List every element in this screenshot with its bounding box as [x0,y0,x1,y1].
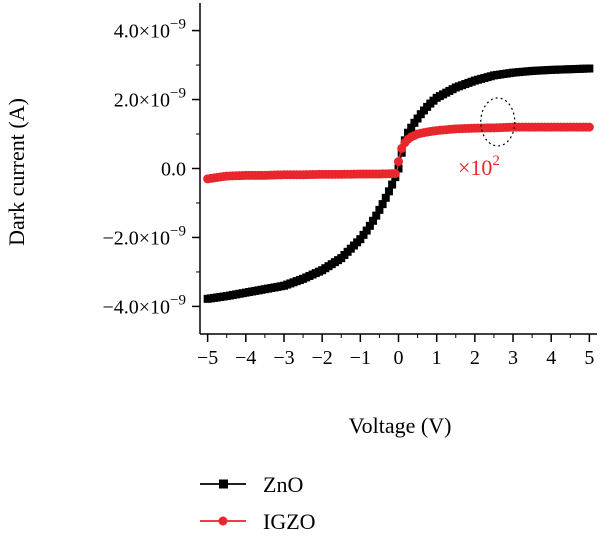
data-point [362,226,371,235]
data-point [585,64,594,73]
data-point [381,193,390,202]
x-tick-label: −4 [235,347,256,369]
x-tick-label: 4 [546,347,556,369]
data-point [384,187,393,196]
data-point [378,200,387,209]
data-point [388,180,397,189]
series-igzo [203,122,594,184]
data-point [584,122,594,132]
data-point [356,235,365,244]
chart-marks [203,64,594,303]
legend-item-igzo: IGZO [200,509,316,534]
data-point [394,157,403,167]
x-tick-label: 1 [432,347,442,369]
y-tick-label: −2.0×10−9 [102,223,186,249]
x-tick-label: −5 [197,347,218,369]
data-point [404,128,413,137]
annotation-label: ×102 [458,153,500,180]
data-point [365,221,374,230]
legend-label: ZnO [263,472,303,497]
legend: ZnO IGZO [200,472,316,534]
data-point [375,205,384,214]
series-line [207,67,590,300]
legend-marker [218,516,228,526]
x-axis-title: Voltage (V) [349,413,452,438]
data-point [390,169,400,179]
data-point [410,118,419,127]
data-point [369,216,378,225]
x-tick-label: −1 [350,347,371,369]
x-tick-label: 5 [584,347,594,369]
scale-annotation: ×102 [458,97,516,180]
legend-item-zno: ZnO [200,472,303,497]
y-axis-title: Dark current (A) [4,98,29,246]
x-tick-label: 3 [508,347,518,369]
x-tick-label: 0 [394,347,404,369]
legend-label: IGZO [263,509,316,534]
x-tick-label: 2 [470,347,480,369]
x-tick-label: −3 [273,347,294,369]
data-point [372,211,381,220]
y-tick-label: −4.0×10−9 [102,292,186,318]
y-tick-label: 4.0×10−9 [114,17,186,43]
x-tick-label: −2 [312,347,333,369]
data-point [359,230,368,239]
y-tick-label: 0.0 [161,159,186,181]
data-point [394,164,403,173]
y-tick-label: 2.0×10−9 [114,86,186,112]
axes: −5 −4 −3 −2 −1 0 1 2 3 4 5 −4.0×10−9 −2.0×10−9 0.0 2.0… [102,3,597,369]
series-zno [203,64,594,303]
data-point [413,114,422,123]
legend-marker [219,479,228,489]
data-point [407,123,416,132]
annotation-ellipse [480,97,516,147]
